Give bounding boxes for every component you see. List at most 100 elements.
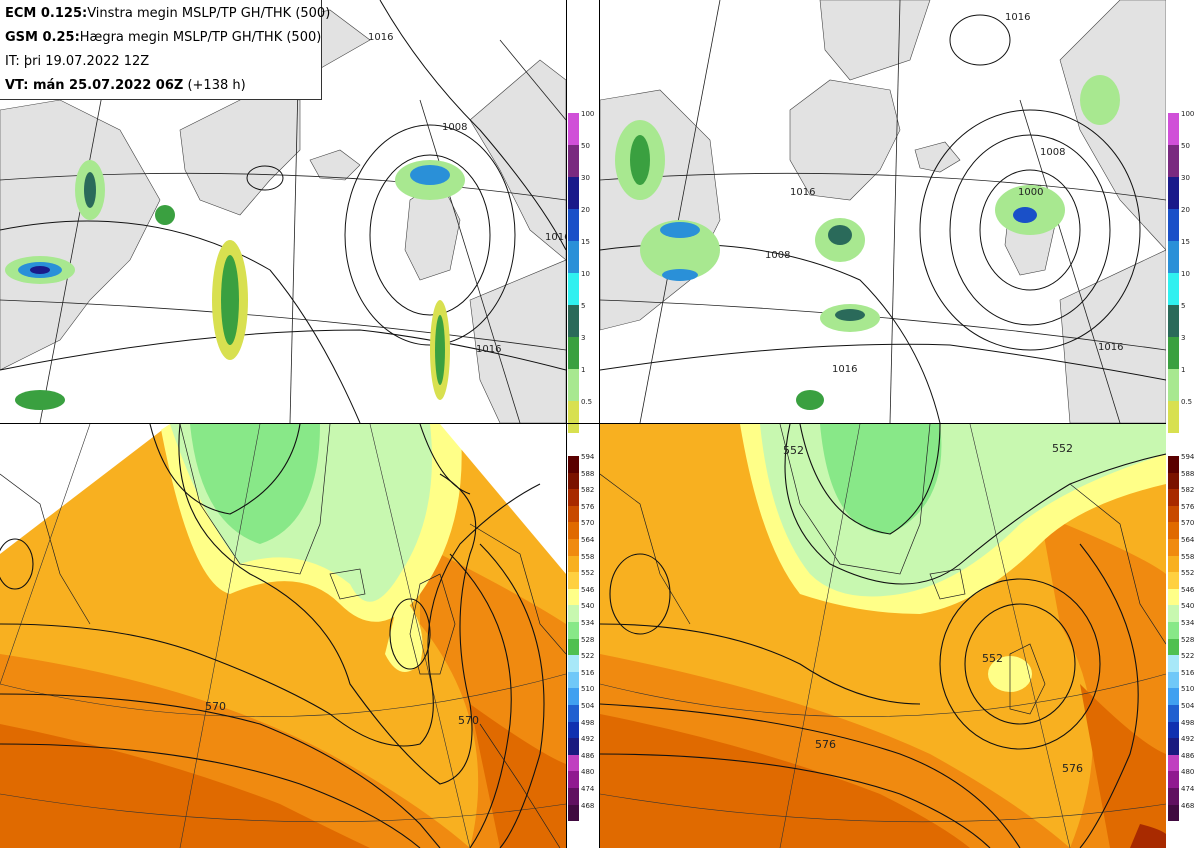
legend-swatch	[1168, 705, 1179, 722]
panel-divider-left-edge	[566, 0, 567, 848]
legend-label: 3	[1181, 334, 1186, 342]
legend-swatch	[568, 472, 579, 490]
legend-label: 20	[581, 206, 590, 214]
legend-label: 498	[1181, 718, 1195, 727]
legend-swatch	[1168, 721, 1179, 739]
legend-swatch	[568, 369, 579, 401]
contour-label: 1016	[1005, 12, 1030, 23]
legend-swatch	[568, 539, 579, 556]
legend-label: 534	[581, 619, 595, 627]
contour-label: 552	[982, 652, 1003, 665]
contour-label: 552	[1052, 442, 1073, 455]
legend-swatch	[1168, 522, 1179, 539]
legend-swatch	[568, 555, 579, 573]
legend-swatch	[568, 273, 579, 305]
contour-label: 1016	[790, 187, 815, 198]
ecm-line: ECM 0.125:Vinstra megin MSLP/TP GH/THK (…	[5, 4, 330, 28]
legend-label: 1	[581, 366, 586, 374]
legend-swatch	[568, 456, 579, 473]
legend-swatch	[568, 638, 579, 656]
legend-label: 546	[581, 585, 595, 594]
precip-legend-left: 100 50 30 20 15 10 5 3 1 0.5	[568, 110, 598, 433]
legend-swatch	[568, 671, 579, 689]
legend-label: 498	[581, 718, 595, 727]
legend-label: 50	[1181, 142, 1190, 150]
legend-swatch	[1168, 754, 1179, 772]
legend-label: 10	[1181, 270, 1190, 278]
legend-swatch	[1168, 638, 1179, 656]
legend-swatch	[1168, 588, 1179, 606]
ecm-model-label: ECM 0.125:	[5, 6, 88, 21]
land-europe	[1059, 249, 1166, 423]
legend-label: 0.5	[581, 398, 593, 406]
land-scandinavia	[1059, 0, 1166, 251]
land-canada	[0, 99, 161, 371]
legend-label: 480	[581, 768, 595, 777]
legend-swatch	[1168, 771, 1179, 788]
legend-swatch	[568, 489, 579, 506]
contour-label: 570	[205, 700, 226, 713]
legend-swatch	[568, 754, 579, 772]
legend-swatch	[1168, 622, 1179, 639]
legend-label: 588	[581, 469, 595, 478]
legend-swatch	[568, 505, 579, 523]
legend-label: 588	[1181, 469, 1195, 478]
ecm-thickness-map-svg: 570 570	[0, 424, 566, 848]
legend-label: 3	[581, 334, 586, 342]
ecm-description: Vinstra megin MSLP/TP GH/THK (500)	[87, 6, 331, 21]
gsm-model-label: GSM 0.25:	[5, 30, 80, 45]
valid-offset: (+138 h)	[187, 78, 246, 93]
gsm-mslp-map-svg: 1016 1008 1016 1016 1000 1016 1008	[600, 0, 1166, 423]
legend-label: 540	[1181, 602, 1195, 611]
legend-swatch	[568, 145, 579, 177]
legend-swatch	[568, 605, 579, 622]
land-greenland	[789, 79, 901, 201]
valid-time-line: VT: mán 25.07.2022 06Z (+138 h)	[5, 76, 321, 100]
contour-label: 1016	[832, 364, 857, 375]
legend-swatch	[568, 788, 579, 805]
thickness-legend-right: 594 588 582 576 570 564 558 552 546 540 534 528 522 5…	[1168, 453, 1198, 822]
legend-swatch	[568, 401, 579, 433]
legend-label: 522	[581, 652, 595, 661]
legend-label: 486	[1181, 751, 1195, 760]
legend-swatch	[1168, 605, 1179, 622]
legend-label: 510	[1181, 685, 1195, 694]
legend-label: 10	[581, 270, 590, 278]
contour-label: 1008	[442, 122, 467, 133]
legend-label: 558	[1181, 552, 1195, 561]
legend-label: 504	[1181, 702, 1195, 710]
init-time: IT: þri 19.07.2022 12Z	[5, 54, 150, 69]
legend-label: 30	[1181, 174, 1190, 182]
legend-swatch	[568, 209, 579, 241]
legend-swatch	[568, 572, 579, 589]
legend-swatch	[568, 588, 579, 606]
legend-swatch	[1168, 305, 1179, 337]
legend-label: 474	[1181, 785, 1195, 793]
legend-swatch	[1168, 145, 1179, 177]
legend-label: 564	[1181, 536, 1195, 544]
legend-label: 486	[581, 751, 595, 760]
legend-swatch	[1168, 241, 1179, 273]
contour-label: 1016	[545, 232, 566, 243]
land-iceland	[309, 149, 361, 181]
contour-label: 552	[783, 444, 804, 457]
legend-label: 528	[1181, 635, 1195, 644]
legend-label: 468	[581, 801, 595, 810]
legend-swatch	[1168, 369, 1179, 401]
legend-swatch	[568, 655, 579, 672]
legend-swatch	[1168, 555, 1179, 573]
legend-label: 50	[581, 142, 590, 150]
legend-label: 504	[581, 702, 595, 710]
legend-label: 5	[1181, 302, 1186, 310]
contour-label: 1008	[765, 250, 790, 261]
forecast-info-box: ECM 0.125:Vinstra megin MSLP/TP GH/THK (…	[0, 0, 330, 100]
panel-divider-horizontal	[0, 423, 1166, 424]
legend-swatch	[1168, 671, 1179, 689]
land-iberia-europe	[469, 259, 566, 423]
legend-label: 516	[581, 668, 595, 677]
contour-label: 570	[458, 714, 479, 727]
legend-label: 492	[1181, 735, 1195, 744]
legend-swatch	[568, 337, 579, 369]
legend-label: 100	[1181, 110, 1195, 118]
legend-label: 516	[1181, 668, 1195, 677]
